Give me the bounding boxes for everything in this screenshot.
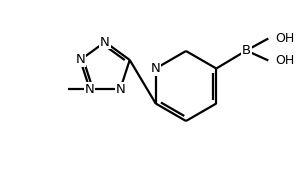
Text: N: N bbox=[100, 36, 110, 49]
Text: B: B bbox=[242, 44, 251, 57]
Text: N: N bbox=[115, 83, 125, 96]
Text: OH: OH bbox=[275, 32, 294, 45]
Text: N: N bbox=[151, 62, 161, 75]
Text: OH: OH bbox=[275, 54, 294, 67]
Text: N: N bbox=[85, 83, 94, 96]
Text: N: N bbox=[75, 53, 85, 66]
